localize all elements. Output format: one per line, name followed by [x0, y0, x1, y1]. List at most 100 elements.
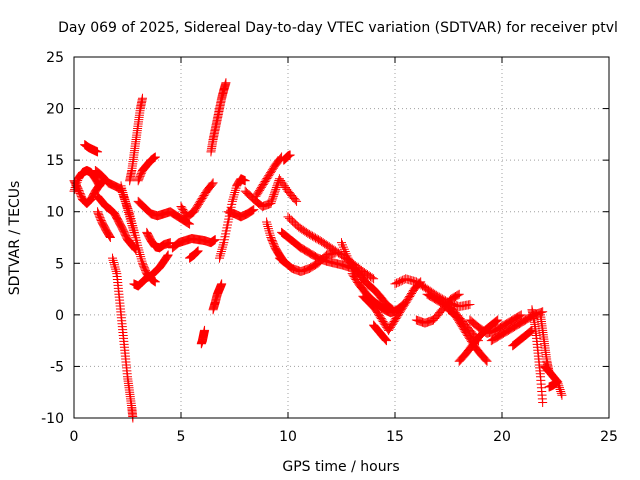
- data-point: [268, 191, 278, 201]
- data-point: [247, 206, 257, 216]
- series-track-03: [80, 140, 103, 157]
- y-tick-label: 20: [46, 102, 64, 118]
- data-point: [110, 262, 120, 272]
- series-track-18: [206, 78, 231, 157]
- series-track-22: [240, 174, 302, 212]
- data-point: [70, 183, 80, 193]
- data-point: [150, 277, 160, 287]
- data-point: [262, 219, 272, 229]
- data-point: [200, 325, 210, 335]
- series-track-17: [196, 325, 210, 349]
- data-point: [556, 388, 566, 398]
- data-point: [267, 195, 277, 205]
- data-point: [123, 205, 133, 215]
- data-point: [286, 263, 296, 273]
- data-point: [136, 254, 146, 264]
- data-point: [136, 252, 146, 262]
- data-point: [268, 193, 278, 203]
- data-point: [265, 228, 275, 238]
- series-track-07: [108, 253, 138, 423]
- data-point: [150, 152, 160, 162]
- data-point: [266, 197, 276, 207]
- data-point: [367, 273, 377, 283]
- y-tick-label: 5: [55, 256, 64, 272]
- series-track-10: [129, 250, 173, 291]
- data-point: [210, 235, 220, 245]
- series-track-27: [274, 248, 340, 277]
- series-track-21: [223, 205, 259, 222]
- series-track-13: [142, 227, 175, 253]
- data-point: [93, 179, 103, 189]
- data-point: [248, 205, 258, 215]
- y-tick-label: 10: [46, 205, 64, 221]
- series-track-32: [369, 320, 391, 346]
- data-point: [218, 240, 228, 250]
- series-track-08: [125, 93, 147, 186]
- y-tick-label: 25: [46, 50, 64, 66]
- data-point: [269, 190, 279, 200]
- data-point: [480, 354, 490, 364]
- data-point: [481, 355, 491, 365]
- data-point: [381, 336, 391, 346]
- data-point: [292, 196, 302, 206]
- series-track-25: [279, 150, 295, 165]
- x-axis-title: GPS time / hours: [282, 459, 399, 475]
- series-track-14: [167, 234, 220, 253]
- data-point: [120, 196, 130, 206]
- data-point: [555, 385, 565, 395]
- data-point: [266, 198, 276, 208]
- data-point: [491, 316, 501, 326]
- series-track-40: [508, 325, 537, 351]
- data-point: [218, 242, 228, 252]
- data-point: [215, 251, 225, 261]
- data-point: [216, 249, 226, 259]
- axis-ticks: 0 5 10 15 20 25 -10 -5 0 5 10 15 20 25: [41, 50, 618, 445]
- data-point: [70, 184, 80, 194]
- x-tick-label: 20: [493, 429, 511, 445]
- x-tick-label: 10: [279, 429, 297, 445]
- data-point: [185, 219, 195, 229]
- data-point: [193, 246, 203, 256]
- series-track-31: [358, 277, 426, 335]
- data-point: [465, 300, 475, 310]
- data-point: [285, 150, 295, 160]
- data-point: [271, 183, 281, 193]
- y-tick-label: 15: [46, 153, 64, 169]
- data-point: [123, 203, 133, 213]
- y-tick-label: -5: [50, 359, 64, 375]
- plot-frame: [73, 56, 610, 419]
- data-point: [525, 327, 535, 337]
- series-track-44: [544, 377, 563, 392]
- series-track-02: [69, 165, 105, 196]
- data-point: [184, 219, 194, 229]
- series-track-36: [444, 305, 492, 366]
- data-point: [208, 178, 218, 188]
- series-track-19: [208, 279, 227, 315]
- data-point: [270, 188, 280, 198]
- data-point: [557, 390, 567, 400]
- data-point: [111, 266, 121, 276]
- data-point: [93, 147, 103, 157]
- data-point: [95, 181, 105, 191]
- data-point: [215, 253, 225, 263]
- data-point: [137, 93, 147, 103]
- data-point: [109, 258, 119, 268]
- data-point: [228, 194, 238, 204]
- series-track-12: [133, 196, 195, 229]
- data-point: [482, 356, 492, 366]
- data-point: [381, 335, 391, 345]
- data-point: [108, 253, 118, 263]
- data-point: [217, 244, 227, 254]
- data-point: [554, 383, 564, 393]
- data-point: [109, 260, 119, 270]
- data-point: [162, 252, 172, 262]
- series-track-41: [527, 305, 548, 408]
- y-tick-label: 0: [55, 308, 64, 324]
- data-point: [553, 377, 563, 387]
- data-point: [94, 180, 104, 190]
- data-point: [290, 195, 300, 205]
- data-point: [124, 207, 134, 217]
- y-axis-title: SDTVAR / TECUs: [7, 181, 23, 296]
- grid: [74, 57, 609, 418]
